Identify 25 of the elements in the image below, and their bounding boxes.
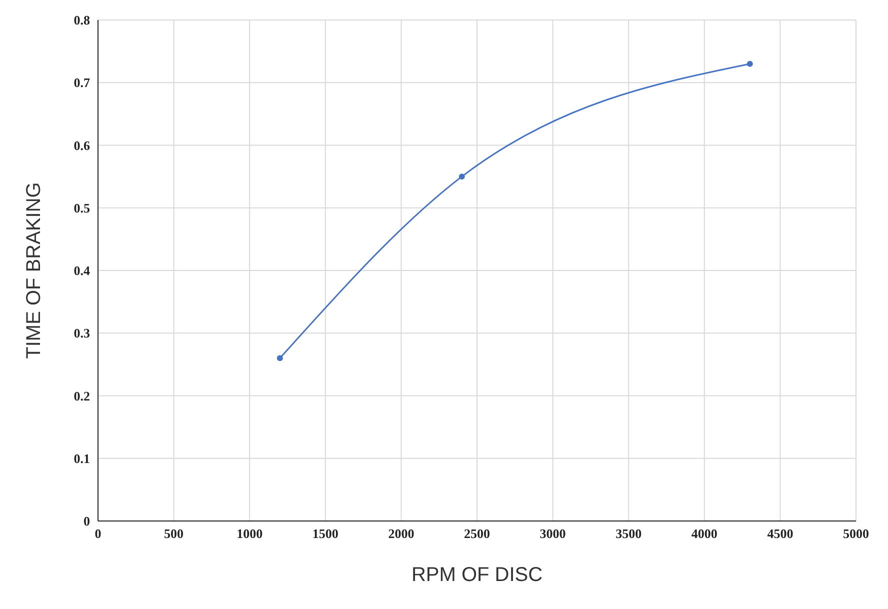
x-tick-label: 4000 [691, 526, 718, 542]
y-axis-title: TIME OF BRAKING [23, 182, 46, 359]
x-tick-label: 5000 [843, 526, 869, 542]
point [746, 60, 753, 67]
y-tick-label: 0.7 [74, 75, 90, 90]
y-tick-label: 0.3 [74, 326, 90, 341]
x-tick-label: 1500 [312, 526, 338, 542]
y-tick-label: 0.6 [74, 138, 90, 153]
x-tick-label: 2000 [388, 526, 414, 542]
x-tick-label: 0 [94, 526, 102, 542]
x-tick-label: 3500 [616, 526, 642, 542]
x-tick-label: 3000 [540, 526, 566, 542]
y-tick-label: 0 [84, 514, 90, 529]
point [458, 174, 465, 180]
y-tick-label: 0.1 [74, 450, 90, 466]
y-tick-label: 0.4 [74, 263, 90, 278]
x-tick-label: 2500 [464, 526, 490, 542]
y-tick-label: 0.5 [74, 200, 90, 216]
y-tick-label: 0.8 [74, 12, 90, 28]
x-tick-label: 4500 [767, 526, 794, 542]
y-tick-label: 0.2 [74, 388, 90, 404]
point [276, 355, 283, 362]
x-tick-label: 1000 [236, 526, 263, 542]
x-axis-title: RPM OF DISC [411, 564, 543, 586]
x-tick-label: 500 [164, 526, 184, 542]
